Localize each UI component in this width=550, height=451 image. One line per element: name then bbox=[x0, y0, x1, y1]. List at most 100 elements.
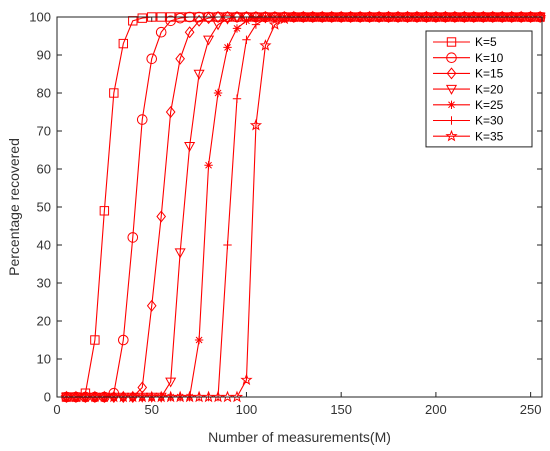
x-axis-label: Number of measurements(M) bbox=[208, 429, 391, 445]
x-tick-label: 250 bbox=[520, 402, 542, 417]
data-point bbox=[251, 20, 261, 29]
data-point bbox=[213, 88, 223, 98]
y-tick-label: 60 bbox=[37, 162, 51, 177]
data-point bbox=[184, 142, 196, 152]
data-point bbox=[486, 10, 499, 23]
y-tick-label: 40 bbox=[37, 238, 51, 253]
data-point bbox=[316, 10, 329, 23]
data-point bbox=[60, 390, 73, 403]
data-point bbox=[439, 10, 452, 23]
legend-label: K=35 bbox=[475, 129, 504, 143]
data-point bbox=[165, 15, 176, 27]
x-tick-label: 150 bbox=[330, 402, 352, 417]
data-point bbox=[213, 11, 223, 23]
data-point bbox=[164, 390, 177, 403]
data-point bbox=[118, 334, 129, 346]
y-tick-label: 80 bbox=[37, 86, 51, 101]
legend-marker bbox=[446, 37, 457, 47]
data-point bbox=[410, 10, 424, 23]
data-point bbox=[223, 240, 232, 250]
data-point bbox=[335, 10, 348, 23]
legend-marker bbox=[446, 52, 457, 64]
data-point bbox=[127, 232, 139, 243]
x-tick-label: 200 bbox=[425, 402, 447, 417]
data-point bbox=[401, 10, 414, 23]
data-point bbox=[194, 335, 204, 345]
data-point bbox=[448, 10, 461, 23]
legend-item: K=25 bbox=[433, 98, 504, 112]
data-point bbox=[429, 10, 443, 23]
data-point bbox=[524, 10, 537, 23]
data-point bbox=[515, 10, 528, 23]
x-tick-label: 0 bbox=[53, 402, 60, 417]
data-point bbox=[192, 390, 206, 403]
data-point bbox=[90, 335, 100, 345]
y-axis-label: Percentage recovered bbox=[6, 138, 22, 276]
data-point bbox=[79, 390, 92, 403]
data-point bbox=[184, 26, 195, 39]
data-point bbox=[155, 26, 167, 38]
data-point bbox=[212, 20, 224, 31]
data-point bbox=[98, 390, 111, 403]
legend-label: K=15 bbox=[475, 67, 504, 81]
x-tick-label: 100 bbox=[236, 402, 258, 417]
data-point bbox=[382, 10, 395, 23]
legend-item: K=10 bbox=[433, 51, 504, 65]
legend-marker bbox=[446, 67, 457, 80]
legend-marker bbox=[447, 100, 456, 109]
data-point bbox=[230, 390, 244, 403]
data-point bbox=[325, 10, 338, 23]
data-point bbox=[203, 35, 215, 46]
data-point bbox=[165, 106, 176, 118]
data-point bbox=[211, 390, 225, 403]
y-tick-label: 50 bbox=[37, 200, 51, 215]
legend-label: K=30 bbox=[475, 114, 504, 128]
axis-tick-labels: 0 50 100 150 200 250 0 10 20 30 40 50 60 70 80 90 100 bbox=[29, 10, 541, 418]
data-point bbox=[242, 35, 251, 44]
data-point bbox=[477, 10, 490, 23]
y-tick-label: 30 bbox=[37, 276, 51, 291]
data-point bbox=[137, 13, 147, 23]
legend-marker bbox=[445, 84, 458, 95]
legend-marker bbox=[445, 129, 458, 142]
data-point bbox=[268, 18, 281, 30]
data-point bbox=[204, 161, 213, 170]
data-point bbox=[354, 10, 367, 23]
data-point bbox=[372, 10, 386, 23]
data-point bbox=[194, 14, 204, 27]
legend-item: K=35 bbox=[433, 129, 504, 143]
data-point bbox=[287, 10, 300, 23]
legend: K=5 K=10 K=15K=20 K=25 K=30K=35 bbox=[425, 30, 533, 148]
y-tick-label: 20 bbox=[37, 314, 51, 329]
data-point bbox=[221, 14, 234, 25]
data-point bbox=[223, 43, 232, 52]
data-point bbox=[249, 118, 263, 131]
data-point bbox=[175, 52, 185, 65]
legend-label: K=10 bbox=[475, 51, 504, 65]
data-point bbox=[221, 390, 234, 403]
y-tick-label: 90 bbox=[37, 48, 51, 63]
x-tick-label: 50 bbox=[144, 402, 158, 417]
data-point bbox=[88, 390, 102, 403]
legend-marker bbox=[447, 116, 456, 125]
data-point bbox=[259, 39, 272, 51]
data-point bbox=[458, 10, 471, 23]
data-point bbox=[107, 390, 120, 403]
data-point bbox=[99, 206, 110, 216]
legend-label: K=20 bbox=[475, 82, 504, 96]
data-point bbox=[155, 390, 168, 403]
data-point bbox=[165, 377, 177, 388]
data-point bbox=[183, 390, 196, 403]
data-point bbox=[297, 10, 310, 23]
legend-label: K=5 bbox=[475, 35, 497, 49]
y-tick-label: 10 bbox=[37, 352, 51, 367]
data-point bbox=[232, 24, 242, 33]
data-point bbox=[496, 10, 509, 23]
data-point bbox=[118, 38, 129, 49]
data-point bbox=[467, 10, 480, 23]
legend-item: K=20 bbox=[433, 82, 504, 96]
legend-item: K=30 bbox=[433, 114, 504, 128]
data-point bbox=[232, 94, 242, 103]
data-point bbox=[109, 88, 119, 98]
data-point bbox=[251, 13, 261, 23]
